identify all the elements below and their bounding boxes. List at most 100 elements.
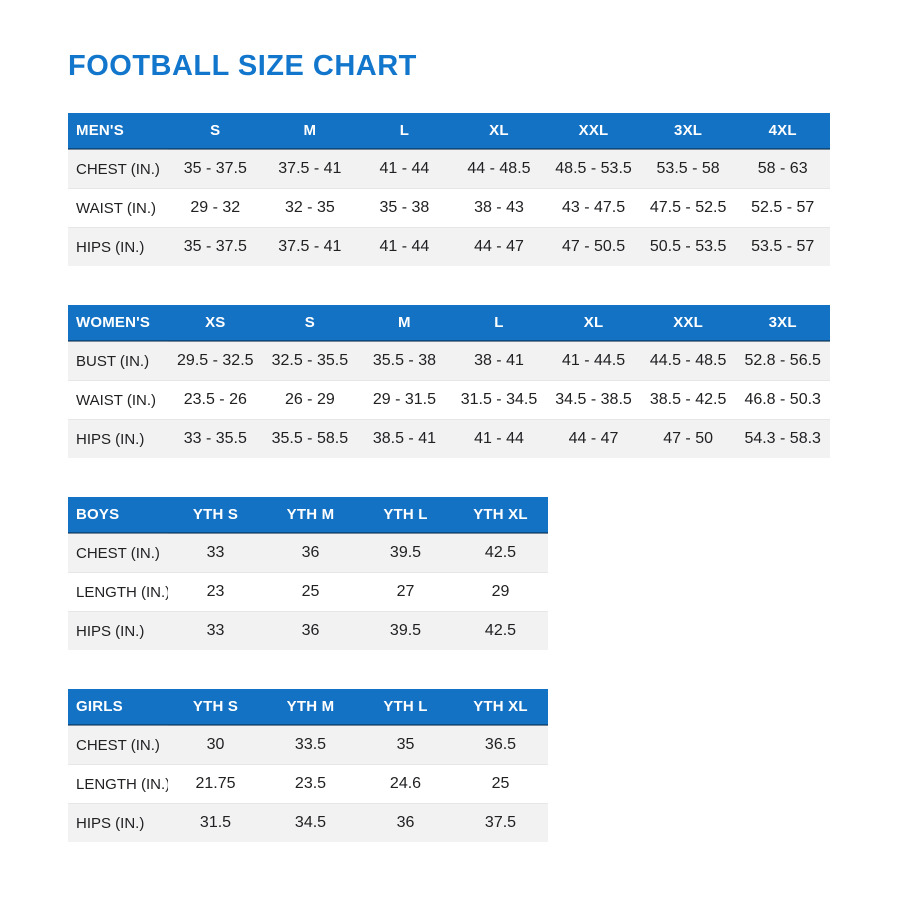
womens-value-cell: 54.3 - 58.3 [735,419,830,458]
mens-value-cell: 53.5 - 58 [640,148,736,189]
girls-row-label: HIPS (IN.) [68,803,168,842]
mens-measurement-row: WAIST (IN.) 29 - 32 32 - 35 35 - 38 38 - 43 4… [68,188,830,228]
mens-row-label: CHEST (IN.) [68,148,168,189]
womens-size-header: XL [546,305,641,342]
girls-value-cell: 30 [168,724,263,765]
womens-value-cell: 41 - 44.5 [546,340,641,381]
womens-size-header: M [357,305,452,342]
mens-value-cell: 52.5 - 57 [735,188,830,228]
womens-row-label: WAIST (IN.) [68,380,168,420]
womens-size-header: XS [168,305,263,342]
mens-value-cell: 41 - 44 [357,227,452,266]
mens-value-cell: 35 - 38 [357,188,452,228]
girls-value-cell: 34.5 [263,803,358,842]
mens-size-header: XL [451,113,547,150]
mens-value-cell: 32 - 35 [262,188,358,228]
page-title: FOOTBALL SIZE CHART [68,50,417,82]
girls-size-table-container: GIRLS YTH S YTH M YTH L YTH XL CHEST (IN.) 30 3… [68,689,900,842]
boys-header-row: BOYS YTH S YTH M YTH L YTH XL [68,497,548,534]
boys-table-title: BOYS [68,497,168,534]
mens-value-cell: 50.5 - 53.5 [640,227,736,266]
boys-row-label: CHEST (IN.) [68,532,168,573]
boys-size-table-container: BOYS YTH S YTH M YTH L YTH XL CHEST (IN.) 33 36… [68,497,900,650]
mens-size-header: 4XL [735,113,830,150]
girls-size-header: YTH L [358,689,453,726]
girls-value-cell: 31.5 [168,803,263,842]
womens-header-row: WOMEN'S XS S M L XL XXL 3XL [68,305,830,342]
womens-value-cell: 34.5 - 38.5 [546,380,641,420]
girls-measurement-row: CHEST (IN.) 30 33.5 35 36.5 [68,724,548,765]
womens-value-cell: 35.5 - 58.5 [262,419,358,458]
girls-row-label: CHEST (IN.) [68,724,168,765]
womens-value-cell: 41 - 44 [451,419,547,458]
mens-size-table: MEN'S S M L XL XXL 3XL 4XL CHEST (IN.) 35 - 37.5 3… [68,113,830,266]
womens-value-cell: 31.5 - 34.5 [451,380,547,420]
mens-row-label: HIPS (IN.) [68,227,168,266]
boys-value-cell: 39.5 [358,611,453,650]
mens-value-cell: 58 - 63 [735,148,830,189]
boys-value-cell: 33 [168,611,263,650]
womens-measurement-row: BUST (IN.) 29.5 - 32.5 32.5 - 35.5 35.5 - 3… [68,340,830,381]
womens-value-cell: 35.5 - 38 [357,340,452,381]
girls-size-header: YTH XL [453,689,548,726]
mens-value-cell: 53.5 - 57 [735,227,830,266]
boys-value-cell: 25 [263,572,358,612]
mens-value-cell: 41 - 44 [357,148,452,189]
mens-value-cell: 37.5 - 41 [262,227,358,266]
womens-value-cell: 33 - 35.5 [168,419,263,458]
boys-size-header: YTH M [263,497,358,534]
mens-header-row: MEN'S S M L XL XXL 3XL 4XL [68,113,830,150]
boys-row-label: HIPS (IN.) [68,611,168,650]
boys-measurement-row: HIPS (IN.) 33 36 39.5 42.5 [68,611,548,650]
girls-value-cell: 24.6 [358,764,453,804]
womens-measurement-row: WAIST (IN.) 23.5 - 26 26 - 29 29 - 31.5 31.5… [68,380,830,420]
girls-measurement-row: HIPS (IN.) 31.5 34.5 36 37.5 [68,803,548,842]
mens-size-header: XXL [546,113,641,150]
mens-value-cell: 44 - 48.5 [451,148,547,189]
womens-value-cell: 29.5 - 32.5 [168,340,263,381]
girls-value-cell: 21.75 [168,764,263,804]
boys-value-cell: 23 [168,572,263,612]
boys-measurement-row: CHEST (IN.) 33 36 39.5 42.5 [68,532,548,573]
womens-value-cell: 46.8 - 50.3 [735,380,830,420]
mens-size-header: 3XL [640,113,736,150]
womens-value-cell: 29 - 31.5 [357,380,452,420]
womens-value-cell: 44 - 47 [546,419,641,458]
girls-value-cell: 35 [358,724,453,765]
boys-value-cell: 36 [263,611,358,650]
womens-size-header: 3XL [735,305,830,342]
girls-measurement-row: LENGTH (IN.) 21.75 23.5 24.6 25 [68,764,548,804]
boys-value-cell: 36 [263,532,358,573]
boys-size-header: YTH XL [453,497,548,534]
girls-value-cell: 36.5 [453,724,548,765]
mens-size-header: M [262,113,358,150]
womens-table-title: WOMEN'S [68,305,168,342]
womens-row-label: HIPS (IN.) [68,419,168,458]
womens-size-header: S [262,305,358,342]
boys-value-cell: 33 [168,532,263,573]
mens-measurement-row: CHEST (IN.) 35 - 37.5 37.5 - 41 41 - 44 44 -… [68,148,830,189]
girls-value-cell: 36 [358,803,453,842]
boys-size-header: YTH S [168,497,263,534]
mens-value-cell: 44 - 47 [451,227,547,266]
girls-row-label: LENGTH (IN.) [68,764,168,804]
womens-value-cell: 38.5 - 41 [357,419,452,458]
mens-size-table-container: MEN'S S M L XL XXL 3XL 4XL CHEST (IN.) 35 - 37.5 3… [68,113,900,266]
womens-value-cell: 52.8 - 56.5 [735,340,830,381]
boys-value-cell: 42.5 [453,532,548,573]
girls-value-cell: 23.5 [263,764,358,804]
womens-value-cell: 47 - 50 [640,419,736,458]
mens-value-cell: 37.5 - 41 [262,148,358,189]
mens-value-cell: 38 - 43 [451,188,547,228]
boys-value-cell: 27 [358,572,453,612]
girls-value-cell: 33.5 [263,724,358,765]
mens-size-header: L [357,113,452,150]
womens-size-header: XXL [640,305,736,342]
mens-value-cell: 48.5 - 53.5 [546,148,641,189]
womens-value-cell: 23.5 - 26 [168,380,263,420]
boys-value-cell: 39.5 [358,532,453,573]
mens-value-cell: 43 - 47.5 [546,188,641,228]
mens-value-cell: 47 - 50.5 [546,227,641,266]
girls-size-header: YTH S [168,689,263,726]
girls-size-header: YTH M [263,689,358,726]
